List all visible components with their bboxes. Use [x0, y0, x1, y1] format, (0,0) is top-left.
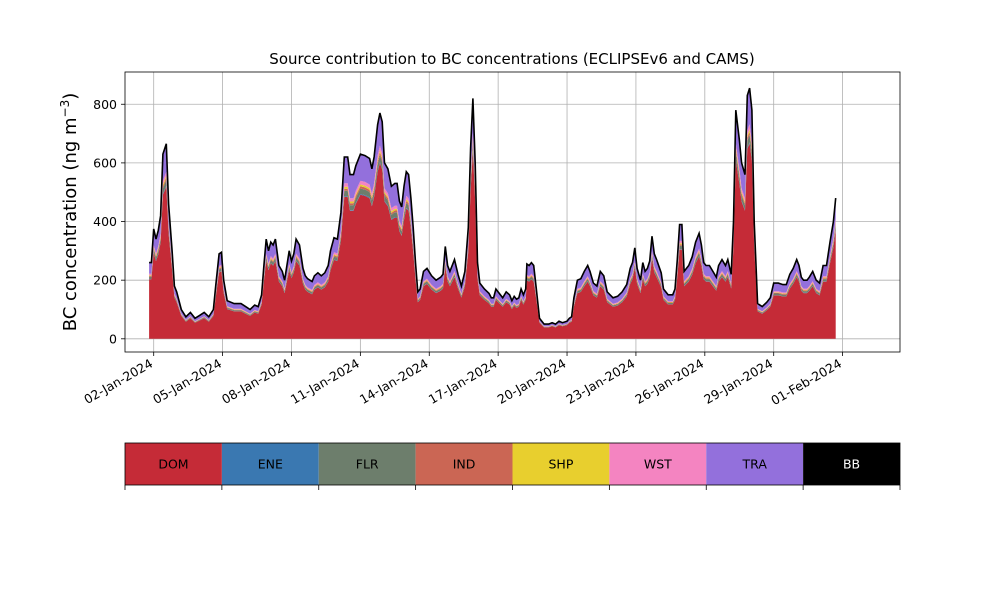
y-tick-label: 0 — [109, 331, 117, 346]
legend-swatch-ind — [415, 443, 513, 485]
legend-swatch-ene — [221, 443, 319, 485]
x-tick-label: 17-Jan-2024 — [426, 356, 500, 407]
legend-swatch-flr — [318, 443, 416, 485]
x-axis: 02-Jan-202405-Jan-202408-Jan-202411-Jan-… — [81, 352, 844, 408]
chart-title: Source contribution to BC concentrations… — [269, 50, 754, 68]
x-tick-label: 05-Jan-2024 — [150, 356, 224, 407]
legend-swatch-wst — [609, 443, 707, 485]
legend-label-bb: BB — [843, 457, 860, 472]
legend-label-ind: IND — [453, 457, 476, 472]
legend-swatch-tra — [706, 443, 804, 485]
stacked-areas — [149, 88, 836, 339]
plot-frame — [124, 71, 901, 353]
y-tick-label: 800 — [93, 97, 117, 112]
x-tick-label: 23-Jan-2024 — [563, 356, 637, 407]
legend-colorbar: DOM ENE FLR IND SHP WST TRA BB — [124, 442, 901, 490]
legend-swatch-bb — [803, 443, 900, 485]
x-tick-label: 26-Jan-2024 — [632, 356, 706, 407]
y-tick-label: 400 — [93, 214, 117, 229]
legend-label-tra: TRA — [742, 457, 768, 472]
legend-label-dom: DOM — [158, 457, 188, 472]
legend-label-flr: FLR — [356, 457, 379, 472]
y-tick-label: 200 — [93, 273, 117, 288]
legend-swatch-shp — [512, 443, 610, 485]
legend-label-wst: WST — [644, 457, 672, 472]
total-outline — [149, 87, 837, 326]
area-dom — [149, 143, 836, 339]
legend-label-shp: SHP — [549, 457, 574, 472]
x-tick-label: 14-Jan-2024 — [357, 356, 431, 407]
legend-swatch-dom — [125, 443, 222, 485]
x-tick-label: 20-Jan-2024 — [495, 356, 569, 407]
y-tick-label: 600 — [93, 155, 117, 170]
legend-label-ene: ENE — [258, 457, 283, 472]
x-tick-label: 02-Jan-2024 — [81, 356, 155, 407]
x-tick-label: 08-Jan-2024 — [219, 356, 293, 407]
x-tick-label: 11-Jan-2024 — [288, 356, 362, 407]
y-axis-label: BC concentration (ng m−3) — [58, 93, 81, 332]
x-tick-label: 29-Jan-2024 — [701, 356, 775, 407]
x-tick-label: 01-Feb-2024 — [768, 356, 844, 408]
y-axis: 0 200 400 600 800 — [93, 97, 125, 346]
